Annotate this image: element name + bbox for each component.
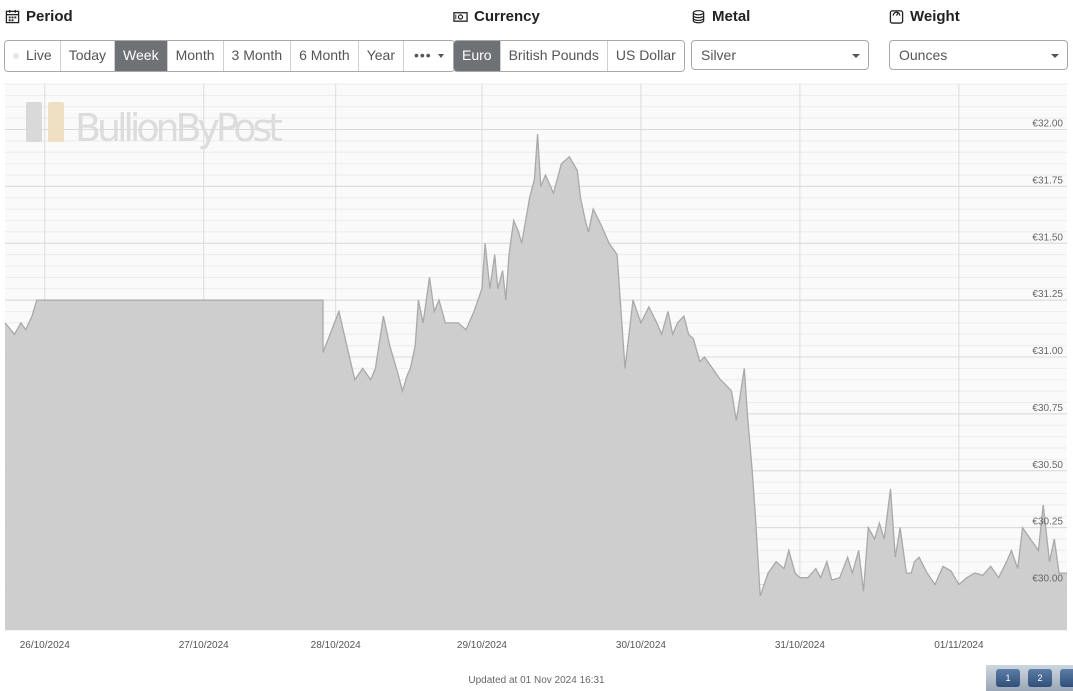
taskbar-button-1[interactable]: 1: [996, 669, 1020, 687]
period-label: Period: [26, 8, 73, 25]
period-year-button[interactable]: Year: [358, 41, 404, 71]
taskbar: 1 2: [986, 665, 1073, 691]
period-title: Period: [5, 8, 73, 25]
period-button-group: Live Today Week Month 3 Month 6 Month Ye…: [4, 40, 455, 72]
weight-select-value: Ounces: [899, 47, 948, 63]
currency-title: Currency: [453, 8, 540, 25]
watermark-logo: BullionByPost: [26, 102, 283, 150]
more-dots: •••: [414, 47, 432, 63]
y-tick-label: €31.50: [1032, 232, 1063, 243]
period-6month-button[interactable]: 6 Month: [291, 41, 359, 71]
money-icon: [453, 12, 468, 22]
x-tick-label: 27/10/2024: [179, 640, 229, 651]
weight-label: Weight: [910, 8, 960, 25]
taskbar-button-3[interactable]: [1060, 669, 1073, 687]
period-week-button[interactable]: Week: [115, 41, 168, 71]
watermark-text: BullionByPost: [75, 106, 283, 150]
price-chart[interactable]: BullionByPost €30.00 €30.25 €30.50 €30.75 €31…: [0, 78, 1073, 658]
taskbar-button-2[interactable]: 2: [1028, 669, 1052, 687]
weight-title: Weight: [889, 8, 960, 25]
logo-bar-gold: [48, 102, 64, 142]
weight-icon: [889, 10, 904, 24]
updated-timestamp: Updated at 01 Nov 2024 16:31: [468, 675, 605, 686]
y-tick-label: €30.00: [1032, 574, 1063, 585]
y-tick-label: €31.00: [1032, 346, 1063, 357]
y-tick-label: €31.75: [1032, 175, 1063, 186]
currency-label: Currency: [474, 8, 540, 25]
period-3month-button[interactable]: 3 Month: [223, 41, 292, 71]
period-more-button[interactable]: •••: [404, 41, 454, 71]
x-tick-label: 30/10/2024: [616, 640, 666, 651]
y-tick-label: €30.75: [1032, 403, 1063, 414]
calendar-icon: [5, 9, 20, 24]
x-tick-label: 28/10/2024: [311, 640, 361, 651]
y-tick-label: €30.50: [1032, 460, 1063, 471]
period-month-button[interactable]: Month: [167, 41, 224, 71]
x-tick-label: 29/10/2024: [457, 640, 507, 651]
price-line: [4, 134, 1067, 597]
coins-icon: [692, 10, 705, 24]
currency-euro-button[interactable]: Euro: [454, 41, 501, 71]
logo-bar-silver: [26, 102, 42, 142]
y-tick-label: €31.25: [1032, 289, 1063, 300]
metal-select-value: Silver: [701, 47, 737, 63]
metal-label: Metal: [712, 8, 751, 25]
y-tick-label: €30.25: [1032, 517, 1063, 528]
metal-caret-icon: [852, 54, 860, 58]
weight-select[interactable]: Ounces: [889, 40, 1068, 70]
period-live-label: Live: [26, 47, 52, 63]
weight-caret-icon: [1051, 54, 1059, 58]
period-live-button[interactable]: Live: [5, 41, 61, 71]
currency-usd-button[interactable]: US Dollar: [607, 41, 684, 71]
period-today-button[interactable]: Today: [60, 41, 116, 71]
live-indicator-icon: [13, 53, 19, 60]
x-tick-label: 01/11/2024: [934, 640, 984, 651]
metal-title: Metal: [691, 8, 750, 25]
x-tick-label: 31/10/2024: [775, 640, 825, 651]
y-tick-label: €32.00: [1032, 119, 1063, 130]
more-caret-icon: [437, 54, 444, 59]
metal-select[interactable]: Silver: [691, 40, 869, 70]
currency-button-group: Euro British Pounds US Dollar: [453, 40, 685, 72]
price-area: [5, 134, 1067, 630]
x-tick-label: 26/10/2024: [20, 640, 70, 651]
currency-gbp-button[interactable]: British Pounds: [500, 41, 608, 71]
